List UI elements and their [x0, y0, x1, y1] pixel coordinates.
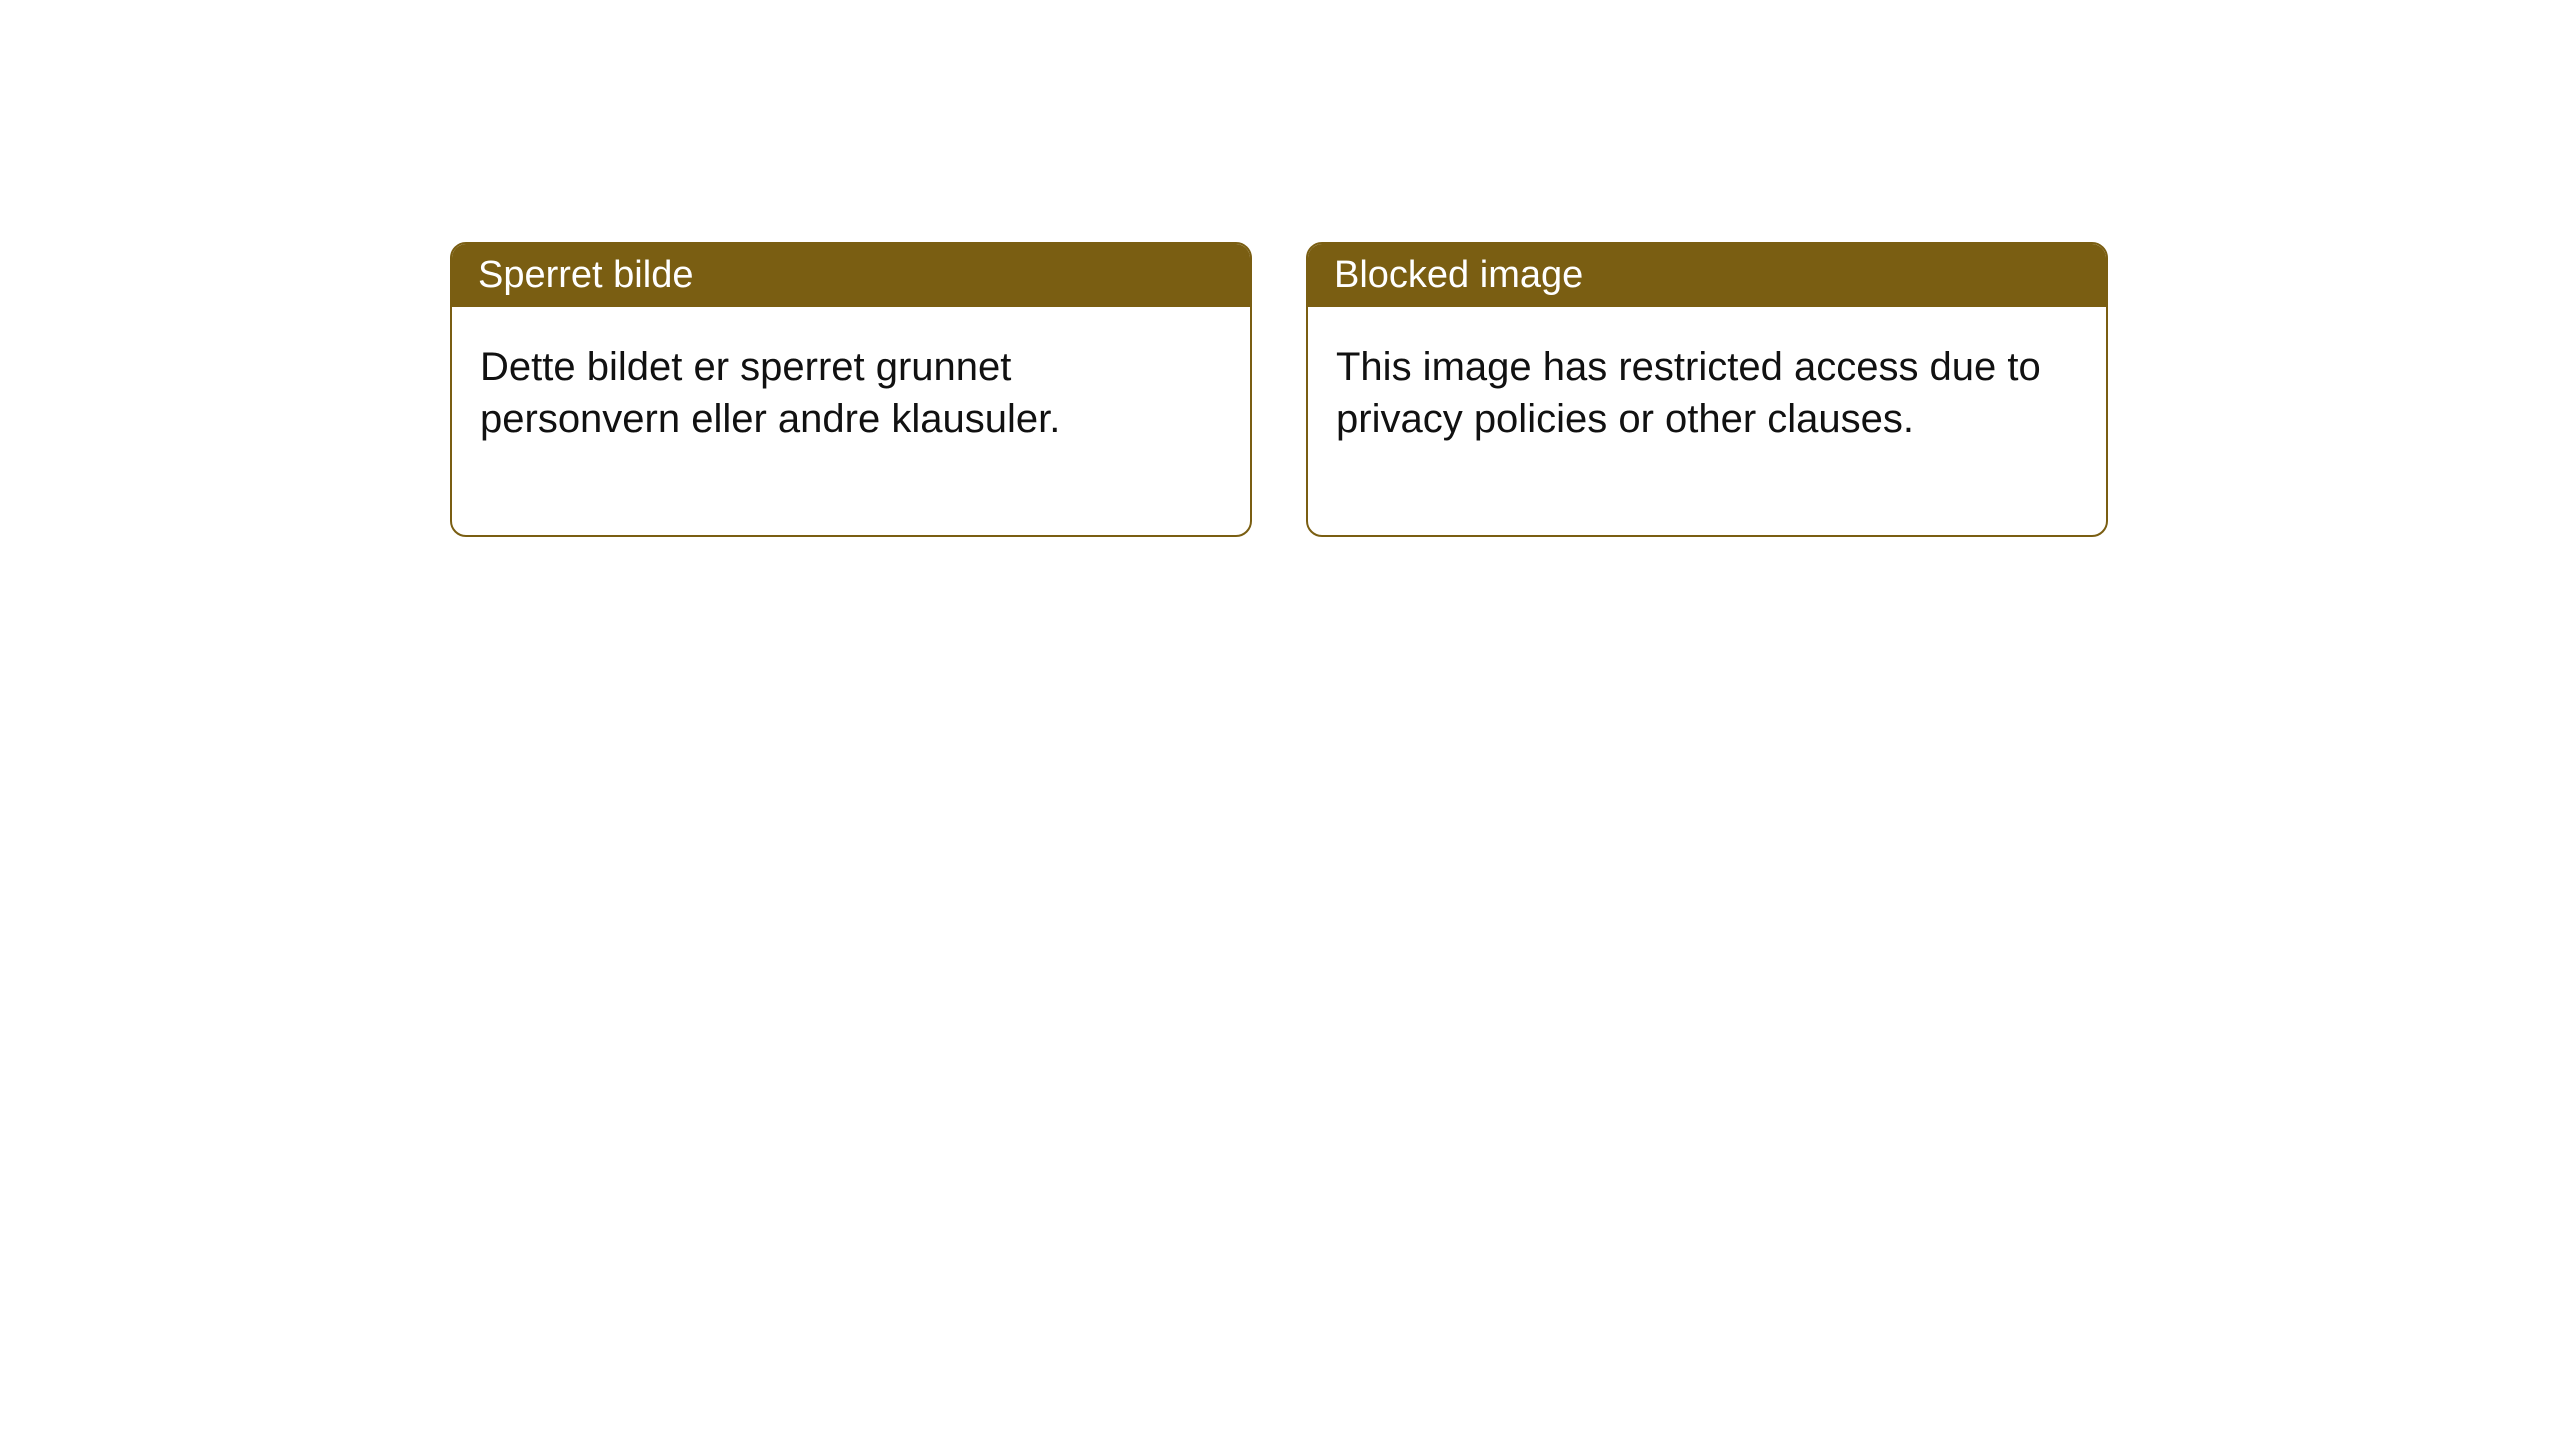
notice-cards-container: Sperret bilde Dette bildet er sperret gr…	[450, 242, 2108, 537]
card-body-english: This image has restricted access due to …	[1308, 307, 2106, 535]
card-body-text: Dette bildet er sperret grunnet personve…	[480, 345, 1060, 441]
notice-card-english: Blocked image This image has restricted …	[1306, 242, 2108, 537]
card-header-english: Blocked image	[1308, 244, 2106, 307]
card-body-norwegian: Dette bildet er sperret grunnet personve…	[452, 307, 1250, 535]
card-body-text: This image has restricted access due to …	[1336, 345, 2041, 441]
card-header-norwegian: Sperret bilde	[452, 244, 1250, 307]
notice-card-norwegian: Sperret bilde Dette bildet er sperret gr…	[450, 242, 1252, 537]
card-title: Blocked image	[1334, 254, 1583, 296]
card-title: Sperret bilde	[478, 254, 693, 296]
